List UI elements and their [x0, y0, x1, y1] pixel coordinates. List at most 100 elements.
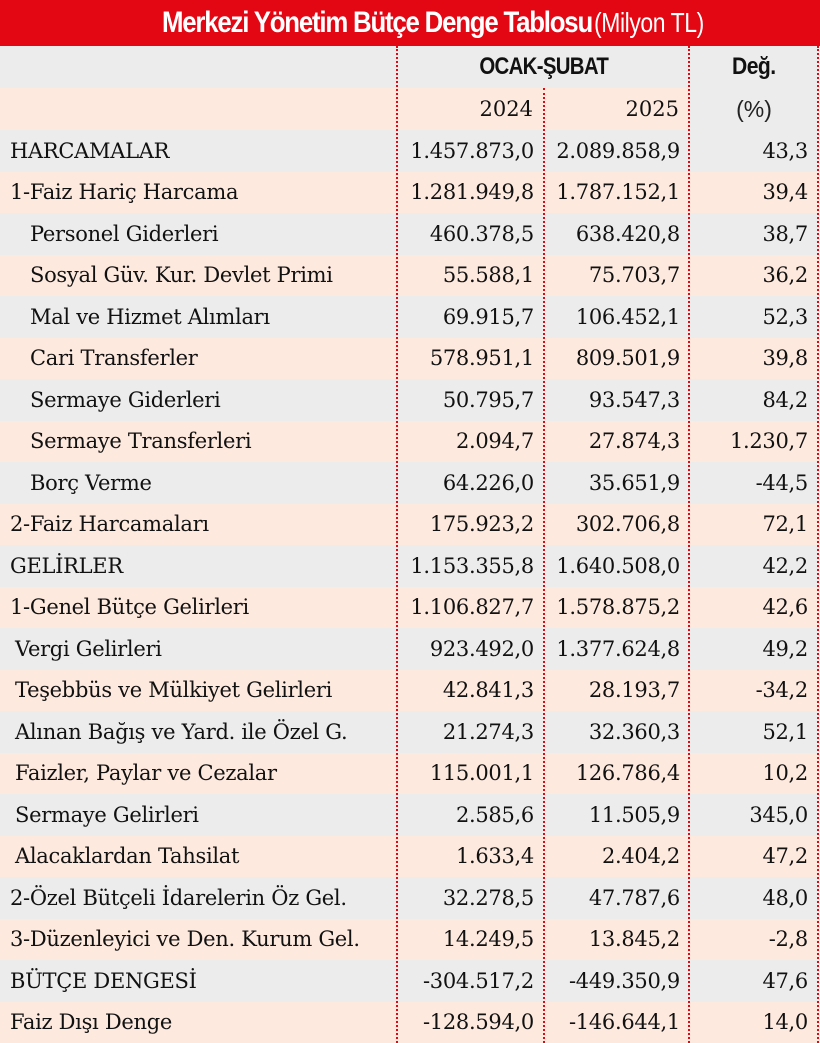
value-2024: 14.249,5	[442, 927, 534, 952]
table-unit: (Milyon TL)	[594, 7, 704, 38]
change-unit: (%)	[736, 95, 772, 122]
table-row: Teşebbüs ve Mülkiyet Gelirleri 42.841,3 …	[0, 669, 820, 711]
value-2024: -128.594,0	[423, 1010, 534, 1035]
row-label: 1-Genel Bütçe Gelirleri	[10, 595, 249, 620]
table-row: Personel Giderleri 460.378,5 638.420,8 3…	[0, 213, 820, 255]
row-label: Vergi Gelirleri	[15, 636, 162, 661]
value-2024: 1.633,4	[455, 844, 534, 869]
value-2025: 106.452,1	[575, 304, 680, 329]
period-group-header: OCAK-ŞUBAT	[398, 46, 689, 88]
change-percent: -44,5	[755, 470, 809, 495]
value-2025: -449.350,9	[569, 968, 680, 993]
value-2024: 1.106.827,7	[410, 595, 534, 620]
change-percent: 42,2	[762, 553, 808, 578]
change-percent: 49,2	[762, 636, 808, 661]
table-row: Alacaklardan Tahsilat 1.633,4 2.404,2 47…	[0, 835, 820, 877]
row-label: HARCAMALAR	[10, 138, 170, 163]
row-label: 2-Özel Bütçeli İdarelerin Öz Gel.	[10, 885, 347, 910]
value-2024: 1.457.873,0	[410, 138, 534, 163]
value-2025: 1.377.624,8	[556, 636, 680, 661]
row-label: Faizler, Paylar ve Cezalar	[15, 761, 277, 786]
row-label: Sermaye Gelirleri	[15, 802, 199, 827]
change-percent: 14,0	[762, 1010, 808, 1035]
change-percent: 38,7	[762, 221, 808, 246]
table-title: Merkezi Yönetim Bütçe Denge Tablosu	[161, 6, 593, 39]
row-label: Sermaye Giderleri	[30, 387, 221, 412]
table-row: Sermaye Giderleri 50.795,7 93.547,3 84,2	[0, 379, 820, 421]
change-percent: 52,3	[762, 304, 808, 329]
table-row: 3-Düzenleyici ve Den. Kurum Gel. 14.249,…	[0, 918, 820, 960]
change-percent: 36,2	[762, 263, 808, 288]
table-row: Alınan Bağış ve Yard. ile Özel G. 21.274…	[0, 711, 820, 753]
header-row-1	[0, 46, 820, 88]
period-group-label: OCAK-ŞUBAT	[479, 53, 608, 80]
value-2025: 13.845,2	[588, 927, 680, 952]
column-divider-3	[688, 46, 690, 1043]
change-percent: 47,6	[762, 968, 808, 993]
change-column-header: Değ. (%)	[690, 46, 818, 130]
value-2024: 21.274,3	[442, 719, 534, 744]
value-2024: 42.841,3	[442, 678, 534, 703]
value-2025: 27.874,3	[588, 429, 680, 454]
value-2025: 28.193,7	[588, 678, 680, 703]
value-2024: 460.378,5	[429, 221, 534, 246]
year-2025-header: 2025	[625, 97, 679, 121]
row-label: BÜTÇE DENGESİ	[10, 968, 197, 993]
value-2024: 2.094,7	[455, 429, 534, 454]
table-title-bar: Merkezi Yönetim Bütçe Denge Tablosu (Mil…	[0, 0, 820, 46]
value-2024: 923.492,0	[429, 636, 534, 661]
value-2024: 64.226,0	[442, 470, 534, 495]
value-2025: 75.703,7	[588, 263, 680, 288]
value-2025: 2.089.858,9	[556, 138, 680, 163]
table-row: Faizler, Paylar ve Cezalar 115.001,1 126…	[0, 752, 820, 794]
table-row: Faiz Dışı Denge -128.594,0 -146.644,1 14…	[0, 1001, 820, 1043]
change-percent: 43,3	[762, 138, 808, 163]
table-row: GELİRLER 1.153.355,8 1.640.508,0 42,2	[0, 545, 820, 587]
value-2025: 35.651,9	[588, 470, 680, 495]
row-label: Mal ve Hizmet Alımları	[30, 304, 270, 329]
table-row: BÜTÇE DENGESİ -304.517,2 -449.350,9 47,6	[0, 960, 820, 1002]
value-2024: 50.795,7	[442, 387, 534, 412]
table-row: 2-Faiz Harcamaları 175.923,2 302.706,8 7…	[0, 503, 820, 545]
column-divider-right	[817, 46, 819, 1043]
table-body: HARCAMALAR 1.457.873,0 2.089.858,9 43,3 …	[0, 130, 820, 1043]
row-label: Borç Verme	[30, 470, 152, 495]
change-percent: 10,2	[762, 761, 808, 786]
value-2024: 32.278,5	[442, 885, 534, 910]
change-label: Değ.	[732, 53, 776, 80]
column-divider-2	[543, 88, 545, 1043]
value-2025: 1.787.152,1	[556, 180, 680, 205]
value-2024: 578.951,1	[429, 346, 534, 371]
value-2024: 69.915,7	[442, 304, 534, 329]
value-2025: 1.578.875,2	[556, 595, 680, 620]
table-row: 2-Özel Bütçeli İdarelerin Öz Gel. 32.278…	[0, 877, 820, 919]
row-label: Sermaye Transferleri	[30, 429, 252, 454]
value-2025: 809.501,9	[575, 346, 680, 371]
row-label: Cari Transferler	[30, 346, 198, 371]
header-row-2	[0, 88, 820, 130]
table-row: Sermaye Transferleri 2.094,7 27.874,3 1.…	[0, 420, 820, 462]
table-row: 1-Genel Bütçe Gelirleri 1.106.827,7 1.57…	[0, 586, 820, 628]
value-2024: 1.153.355,8	[410, 553, 534, 578]
change-percent: -2,8	[768, 927, 809, 952]
change-percent: 72,1	[762, 512, 808, 537]
value-2025: 1.640.508,0	[556, 553, 680, 578]
table-row: Sosyal Güv. Kur. Devlet Primi 55.588,1 7…	[0, 254, 820, 296]
change-percent: 84,2	[762, 387, 808, 412]
value-2024: 55.588,1	[442, 263, 534, 288]
row-label: Faiz Dışı Denge	[10, 1010, 173, 1035]
row-label: 2-Faiz Harcamaları	[10, 512, 209, 537]
value-2024: -304.517,2	[423, 968, 534, 993]
table-row: Borç Verme 64.226,0 35.651,9 -44,5	[0, 462, 820, 504]
row-label: Personel Giderleri	[30, 221, 219, 246]
change-percent: 47,2	[762, 844, 808, 869]
value-2024: 1.281.949,8	[410, 180, 534, 205]
table-row: HARCAMALAR 1.457.873,0 2.089.858,9 43,3	[0, 130, 820, 172]
table-row: 1-Faiz Hariç Harcama 1.281.949,8 1.787.1…	[0, 171, 820, 213]
row-label: 1-Faiz Hariç Harcama	[10, 180, 239, 205]
value-2024: 115.001,1	[429, 761, 534, 786]
table-row: Vergi Gelirleri 923.492,0 1.377.624,8 49…	[0, 628, 820, 670]
value-2025: 638.420,8	[575, 221, 680, 246]
change-percent: 345,0	[749, 802, 808, 827]
table-row: Cari Transferler 578.951,1 809.501,9 39,…	[0, 337, 820, 379]
